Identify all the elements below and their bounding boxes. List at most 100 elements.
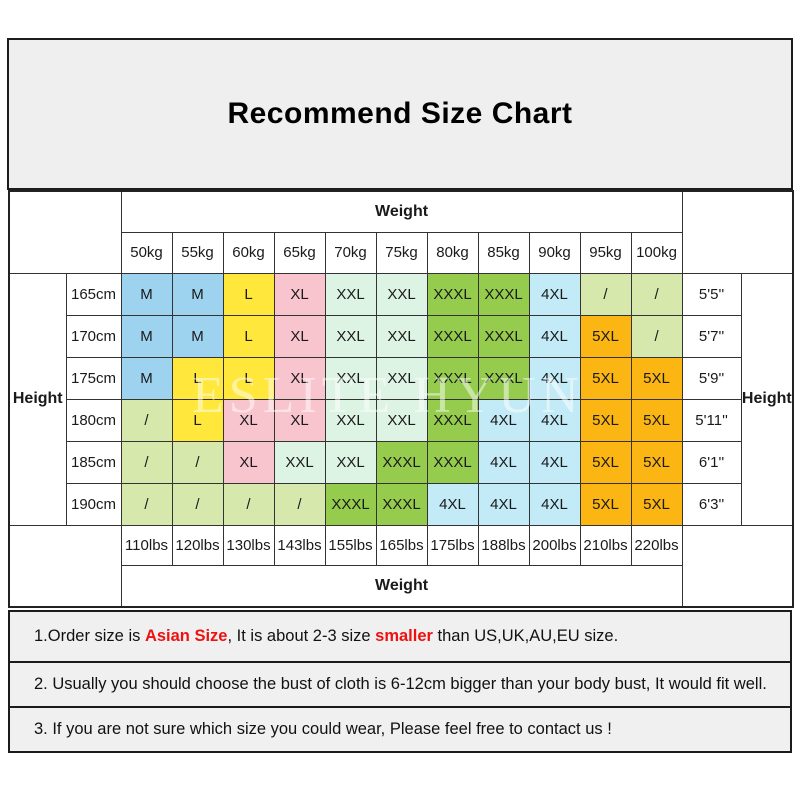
size-cell: XXL <box>324 314 377 358</box>
size-row: Height 165cm M M L XL XXL XXL XXXL XXXL 4XL //5'5''… <box>8 272 794 526</box>
size-row: 190cm / / / / XXXL XXXL 4XL 4XL 4XL 5XL 5XL 6'3'' <box>9 482 793 526</box>
kg-label: 60kg <box>222 231 275 274</box>
size-cell: L <box>171 398 224 442</box>
weight-axis-label-top: Weight <box>120 190 683 233</box>
size-cell: / <box>630 314 683 358</box>
size-cell: XXXL <box>477 272 530 316</box>
size-cell: XXXL <box>426 356 479 400</box>
kg-label: 50kg <box>120 231 173 274</box>
height-cm-label: 190cm <box>65 482 122 526</box>
size-cell: XXL <box>375 356 428 400</box>
size-cell: 4XL <box>477 482 530 526</box>
lbs-label: 120lbs <box>171 524 224 566</box>
size-cell: / <box>222 482 275 526</box>
size-cell: M <box>120 314 173 358</box>
lbs-label: 175lbs <box>426 524 479 566</box>
weight-header-row: Weight <box>8 190 794 274</box>
kg-label: 65kg <box>273 231 326 274</box>
size-cell: XXXL <box>477 356 530 400</box>
size-cell: 5XL <box>630 356 683 400</box>
size-cell: M <box>171 314 224 358</box>
kg-label: 70kg <box>324 231 377 274</box>
lbs-label: 210lbs <box>579 524 632 566</box>
size-row: 170cm M M L XL XXL XXL XXXL XXXL 4XL 5XL/5'7'' <box>9 314 793 358</box>
note-text: 2. Usually you should choose the bust of… <box>34 675 767 694</box>
size-cell: 5XL <box>630 440 683 484</box>
corner-cell <box>681 524 794 608</box>
size-cell: / <box>630 272 683 316</box>
note-fragment: 2. Usually you should choose the bust of… <box>34 675 767 693</box>
height-axis-label-right: Height <box>740 272 794 526</box>
size-cell: 4XL <box>528 482 581 526</box>
size-row: 175cm M L L XL XXL XXL XXXL XXXL 4XL 5XL 5XL 5'9'' <box>9 356 793 400</box>
note-highlight: smaller <box>375 627 433 645</box>
height-cm-label: 180cm <box>65 398 122 442</box>
size-cell: XL <box>273 314 326 358</box>
size-cell: / <box>120 398 173 442</box>
size-cell: 4XL <box>528 440 581 484</box>
size-cell: 4XL <box>477 440 530 484</box>
note-row: 1.Order size is Asian Size, It is about … <box>8 610 792 663</box>
size-cell: XXXL <box>324 482 377 526</box>
size-cell: L <box>171 356 224 400</box>
note-highlight: Asian Size <box>144 627 228 645</box>
size-cell: XXL <box>324 398 377 442</box>
size-cell: 5XL <box>579 314 632 358</box>
note-fragment: than US,UK,AU,EU size. <box>432 627 619 645</box>
kg-label: 100kg <box>630 231 683 274</box>
lbs-label-row: 110lbs 120lbs 130lbs 143lbs 155lbs 165lbs 175l… <box>8 524 794 608</box>
height-cm-label: 165cm <box>65 272 122 316</box>
size-cell: L <box>222 356 275 400</box>
weight-axis-label-bottom: Weight <box>120 564 683 608</box>
lbs-label: 143lbs <box>273 524 326 566</box>
size-cell: XXXL <box>426 314 479 358</box>
size-cell: XL <box>273 272 326 316</box>
height-ft-label: 5'7'' <box>681 314 742 358</box>
size-cell: L <box>222 314 275 358</box>
note-fragment: 1.Order size is <box>34 627 145 645</box>
size-cell: XXL <box>324 356 377 400</box>
height-cm-label: 185cm <box>65 440 122 484</box>
size-cell: XL <box>222 398 275 442</box>
lbs-label: 165lbs <box>375 524 428 566</box>
size-cell: 5XL <box>630 482 683 526</box>
size-cell: XXXL <box>426 272 479 316</box>
height-ft-label: 5'5'' <box>681 272 742 316</box>
size-chart-table: Weight 50kg 55kg 60kg 65kg 70kg 75kg 80kg 85kg 90… <box>8 190 795 608</box>
size-cell: XXL <box>273 440 326 484</box>
size-cell: 5XL <box>579 440 632 484</box>
height-ft-label: 5'11'' <box>681 398 742 442</box>
size-cell: M <box>120 356 173 400</box>
kg-label: 95kg <box>579 231 632 274</box>
size-cell: / <box>273 482 326 526</box>
size-cell: XXL <box>375 272 428 316</box>
size-cell: XXL <box>324 272 377 316</box>
size-cell: 4XL <box>528 314 581 358</box>
kg-label: 55kg <box>171 231 224 274</box>
corner-cell <box>681 190 794 274</box>
size-cell: XXL <box>375 314 428 358</box>
size-cell: 4XL <box>426 482 479 526</box>
size-cell: / <box>171 482 224 526</box>
size-cell: / <box>579 272 632 316</box>
weight-footer-row: Weight <box>9 564 793 608</box>
size-cell: M <box>120 272 173 316</box>
lbs-label: 220lbs <box>630 524 683 566</box>
lbs-label: 155lbs <box>324 524 377 566</box>
page-title: Recommend Size Chart <box>227 97 573 130</box>
size-cell: XXXL <box>375 440 428 484</box>
size-cell: XL <box>222 440 275 484</box>
notes-section: 1.Order size is Asian Size, It is about … <box>8 610 792 753</box>
size-cell: M <box>171 272 224 316</box>
kg-label: 85kg <box>477 231 530 274</box>
size-row: 180cm / L XL XL XXL XXL XXXL 4XL 4XL 5XL 5XL 5'11'' <box>9 398 793 442</box>
lbs-label: 200lbs <box>528 524 581 566</box>
note-fragment: , It is about 2-3 size <box>227 627 376 645</box>
size-cell: 4XL <box>528 398 581 442</box>
size-cell: XL <box>273 356 326 400</box>
height-axis-label-left: Height <box>8 272 67 526</box>
size-cell: L <box>222 272 275 316</box>
height-ft-label: 6'3'' <box>681 482 742 526</box>
height-ft-label: 5'9'' <box>681 356 742 400</box>
